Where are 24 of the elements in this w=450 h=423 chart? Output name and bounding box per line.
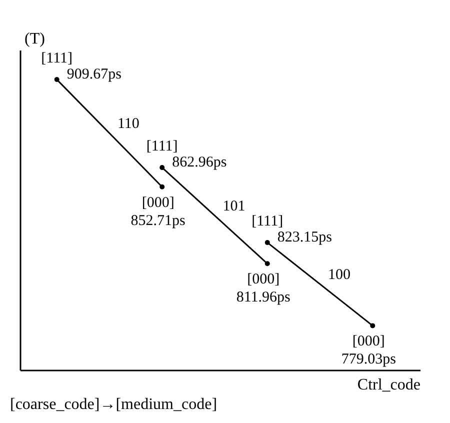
data-label: 811.96ps: [236, 290, 291, 306]
data-label: 779.03ps: [341, 352, 396, 368]
point: [160, 165, 165, 170]
series-label: 100: [328, 267, 350, 284]
data-label: 862.96ps: [172, 154, 227, 171]
series-label: 110: [117, 116, 140, 132]
series-label: 101: [222, 198, 246, 215]
y-axis-title: (T): [24, 30, 45, 48]
data-label: 909.67ps: [66, 66, 122, 83]
point: [264, 261, 270, 266]
point: [160, 184, 165, 190]
data-label: 852.71ps: [130, 212, 186, 229]
data-label: 823.15ps: [277, 230, 332, 246]
text: [coarse_code]→[medium_code]: [10, 396, 218, 413]
annotation: [111]: [252, 214, 284, 230]
point: [264, 240, 270, 246]
annotation: [111]: [41, 50, 73, 67]
annotation: [111]: [146, 138, 178, 155]
point: [54, 77, 60, 82]
annotation: [000]: [352, 334, 385, 350]
x-axis-title: Ctrl_code: [357, 376, 420, 394]
point: [370, 323, 376, 328]
annotation: [000]: [247, 272, 280, 288]
annotation: [000]: [142, 194, 174, 211]
